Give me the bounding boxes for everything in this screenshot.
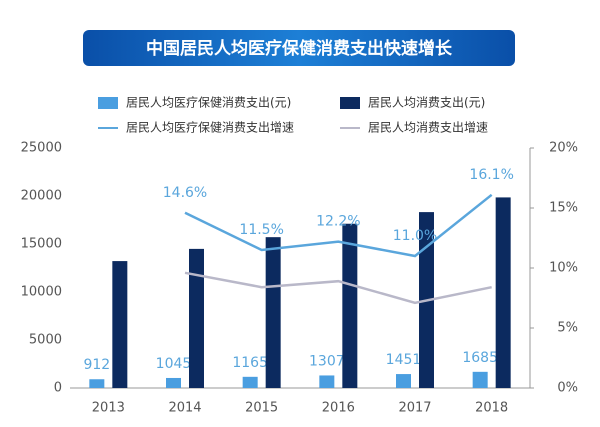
line-value-label: 14.6% [163,185,207,201]
bar-value-label: 912 [83,357,110,373]
y2-tick-label: 15% [549,201,578,216]
line [184,193,493,258]
chart-title: 中国居民人均医疗保健消费支出快速增长 [146,38,453,59]
bar-value-label: 1045 [156,356,192,372]
title-banner [83,30,515,66]
x-tick-label: 2014 [168,401,201,416]
y-tick-label: 10000 [21,285,62,300]
bar [342,223,358,388]
line-value-label: 16.1% [469,167,513,183]
y2-tick-label: 0% [557,381,578,396]
y2-tick-label: 5% [557,321,578,336]
legend-label: 居民人均医疗保健消费支出增速 [126,121,294,135]
bar [166,377,181,388]
bar [319,375,335,388]
y-tick-label: 20000 [21,189,62,204]
legend-label: 居民人均医疗保健消费支出(元) [126,96,291,110]
x-tick-label: 2016 [322,401,355,416]
line-value-label: 11.0% [393,228,437,244]
bar [265,237,281,388]
bar [112,261,128,388]
bar [89,379,105,388]
bar [189,248,204,388]
legend-label: 居民人均消费支出(元) [368,96,485,110]
y2-tick-label: 10% [549,261,578,276]
legend-label: 居民人均消费支出增速 [368,121,488,135]
y2-tick-label: 20% [549,141,578,156]
bar [495,197,511,388]
bar [242,376,258,388]
line [184,271,492,305]
bar-value-label: 1685 [462,350,498,366]
y-tick-label: 5000 [29,333,62,348]
bar-value-label: 1451 [386,352,422,368]
x-tick-label: 2017 [398,401,431,416]
bar-value-label: 1165 [232,355,268,371]
x-tick-label: 2013 [92,401,125,416]
line-value-label: 12.2% [316,214,360,230]
bar [396,374,411,388]
line-value-label: 11.5% [239,222,283,238]
legend-swatch [98,97,118,109]
legend-swatch [340,97,360,109]
bar-value-label: 1307 [309,353,345,369]
y-tick-label: 0 [54,381,62,396]
y-tick-label: 15000 [21,237,62,252]
x-tick-label: 2018 [475,401,508,416]
x-tick-label: 2015 [245,401,278,416]
y-tick-label: 25000 [21,141,62,156]
bar [472,371,488,388]
